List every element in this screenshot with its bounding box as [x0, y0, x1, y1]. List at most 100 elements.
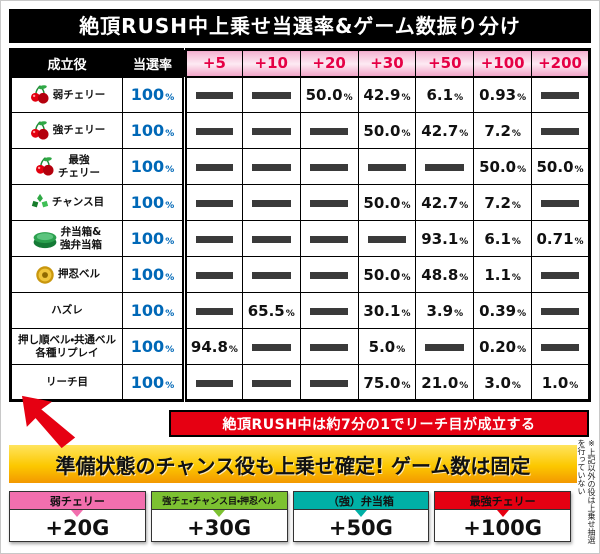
triangle-down-icon [354, 510, 367, 517]
col-header-+20: +20 [299, 49, 359, 78]
empty-cell [531, 256, 590, 293]
bonus-box-value: +100G [463, 516, 542, 540]
bonus-box-1: 弱チェリー +20G [9, 491, 146, 542]
value-cell: 30.1% [357, 292, 417, 329]
empty-cell [299, 220, 359, 257]
empty-cell [182, 112, 243, 149]
dash-mark [195, 379, 234, 387]
dash-mark [195, 128, 234, 135]
value-cell: 42.9% [357, 76, 417, 113]
role-cell: 最強 チェリー [10, 148, 123, 185]
empty-cell [531, 76, 590, 113]
empty-cell [182, 256, 243, 293]
value-cell: 1.1% [473, 256, 533, 293]
empty-cell [182, 148, 243, 185]
dash-mark [251, 164, 291, 171]
empty-cell [415, 328, 475, 365]
value-cell: 3.0% [473, 364, 533, 401]
empty-cell [241, 328, 301, 365]
role-cell: リーチ目 [10, 364, 123, 401]
empty-cell [531, 112, 590, 149]
triangle-down-icon [71, 510, 84, 517]
value-cell: 7.2% [473, 184, 533, 221]
bonus-box-value: +20G [45, 516, 110, 540]
cherry-icon [29, 84, 51, 106]
table-row: チャンス目 100% 50.0% 42.7% 7.2% [10, 184, 590, 221]
dash-mark [195, 308, 234, 315]
role-label: 最強 チェリー [58, 154, 100, 179]
value-cell: 65.5% [241, 292, 301, 329]
dash-mark [309, 344, 349, 351]
dash-mark [309, 379, 349, 387]
value-cell: 0.71% [531, 220, 590, 257]
col-header-+5: +5 [182, 49, 243, 78]
dash-mark [251, 200, 291, 207]
empty-cell [182, 184, 243, 221]
value-cell: 6.1% [473, 220, 533, 257]
bonus-box-value: +30G [187, 516, 252, 540]
bonus-box-label: 最強チェリー [435, 492, 570, 510]
triangle-down-icon [213, 510, 226, 517]
value-cell: 6.1% [415, 76, 475, 113]
dash-mark [195, 200, 234, 207]
value-cell: 94.8% [182, 328, 243, 365]
rate-cell: 100% [122, 220, 185, 257]
table-row: 弱チェリー 100% 50.0% 42.9% 6.1% 0.93% [10, 76, 590, 113]
dash-mark [541, 92, 580, 100]
role-cell: 弱チェリー [10, 76, 123, 113]
empty-cell [182, 364, 243, 401]
role-cell: 押し順ベル・共通ベル 各種リプレイ [10, 328, 123, 365]
empty-cell [241, 256, 301, 293]
rate-cell: 100% [122, 256, 185, 293]
bonus-box-2: 強チェ・チャンス目・押忍ベル +30G [150, 491, 288, 542]
dash-mark [541, 200, 580, 207]
value-cell: 50.0% [299, 76, 359, 113]
empty-cell [241, 76, 301, 113]
table-header-row: 成立役 当選率 +5 +10 +20 +30 +50 +100 +200 [10, 49, 590, 78]
bonus-box-body: +20G [10, 510, 145, 541]
col-header-role: 成立役 [10, 49, 123, 78]
role-label: 押し順ベル・共通ベル 各種リプレイ [17, 334, 117, 359]
dash-mark [541, 128, 580, 135]
dash-mark [195, 272, 234, 279]
dash-mark [195, 236, 234, 243]
bonus-box-4: 最強チェリー +100G [434, 491, 571, 542]
dash-mark [309, 128, 349, 135]
dash-mark [309, 308, 349, 315]
dash-mark [541, 344, 580, 351]
bonus-box-3: （強）弁当箱 +50G [292, 491, 430, 542]
col-header-+200: +200 [531, 49, 590, 78]
rate-cell: 100% [122, 112, 185, 149]
rate-cell: 100% [122, 364, 185, 401]
value-cell: 1.0% [531, 364, 590, 401]
empty-cell [415, 148, 475, 185]
empty-cell [299, 328, 359, 365]
empty-cell [241, 112, 301, 149]
table-row: リーチ目 100% 75.0% 21.0% 3.0% 1.0% [10, 364, 590, 401]
bonus-box-label: （強）弁当箱 [293, 492, 429, 510]
table-row: 弁当箱& 強弁当箱 100% 93.1% 6.1% 0.71% [10, 220, 590, 257]
empty-cell [182, 292, 243, 329]
rate-cell: 100% [122, 184, 185, 221]
empty-cell [182, 220, 243, 257]
role-label: 弱チェリー [52, 88, 106, 101]
bento-icon [32, 229, 58, 249]
empty-cell [357, 220, 417, 257]
value-cell: 48.8% [415, 256, 475, 293]
value-cell: 50.0% [473, 148, 533, 185]
col-header-+10: +10 [241, 49, 301, 78]
dash-mark [309, 200, 349, 207]
callout-banner: 絶頂RUSH中は約7分の1でリーチ目が成立する [169, 410, 589, 437]
cherry-icon [29, 120, 51, 142]
dash-mark [309, 164, 349, 171]
bonus-box-label: 強チェ・チャンス目・押忍ベル [151, 492, 287, 510]
role-cell: ハズレ [10, 292, 123, 329]
dash-mark [309, 272, 349, 279]
role-label: リーチ目 [46, 375, 88, 388]
empty-cell [299, 364, 359, 401]
empty-cell [241, 220, 301, 257]
value-cell: 5.0% [357, 328, 417, 365]
highlight-banner: 準備状態のチャンス役も上乗せ確定! ゲーム数は固定 [9, 445, 577, 483]
role-label: 押忍ベル [58, 268, 100, 281]
